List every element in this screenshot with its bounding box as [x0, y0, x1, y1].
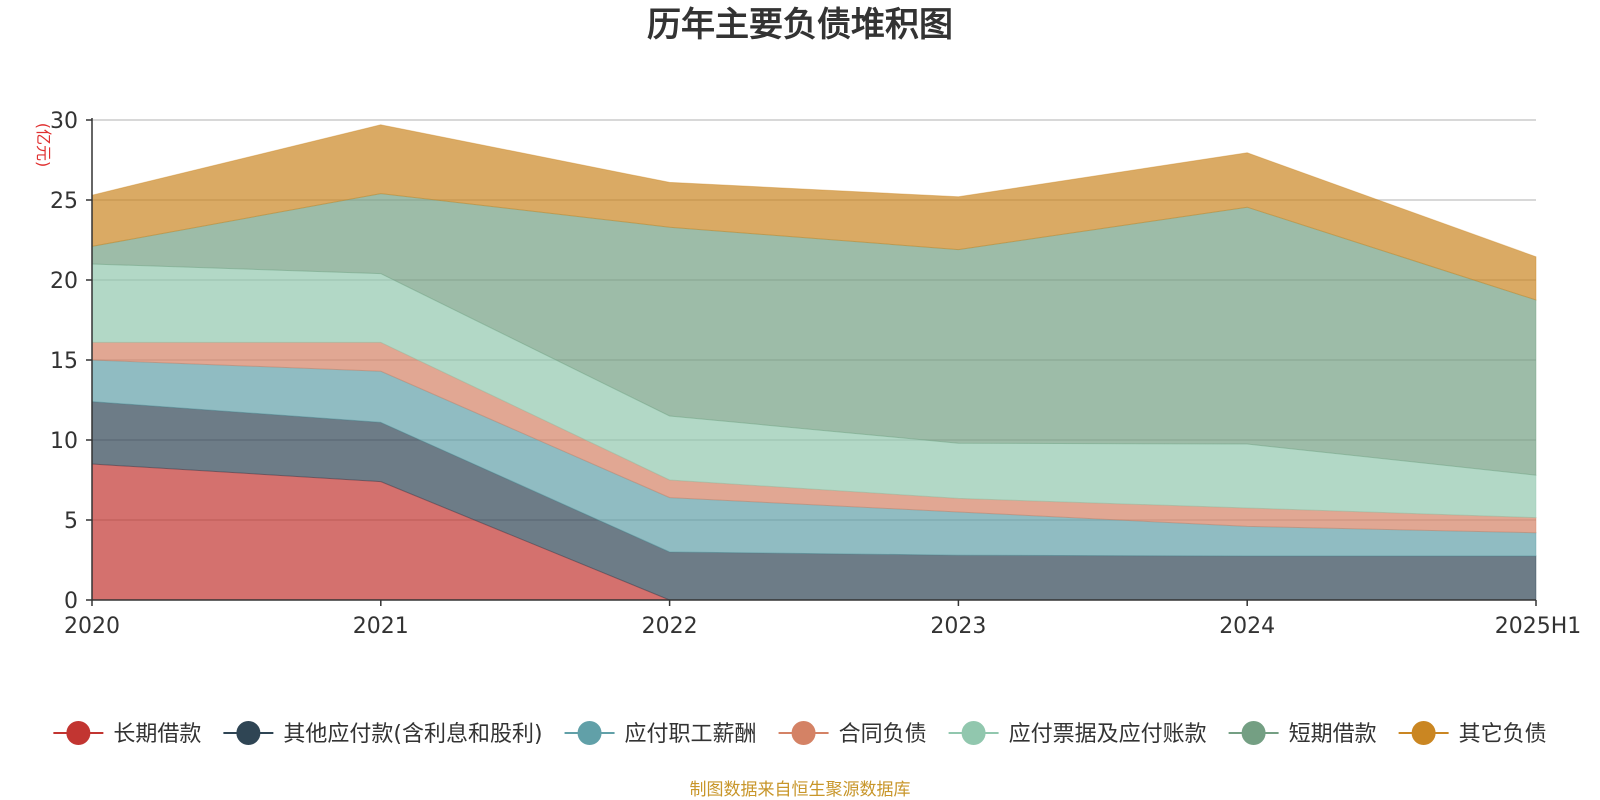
legend-marker-icon — [791, 721, 816, 745]
legend-label: 其他应付款(含利息和股利) — [283, 722, 542, 747]
legend-item-4[interactable]: 合同负债 — [778, 721, 927, 747]
legend-item-7[interactable]: 其它负债 — [1398, 721, 1547, 747]
legend-item-6[interactable]: 短期借款 — [1228, 721, 1377, 747]
legend-marker-icon — [961, 721, 986, 745]
legend-item-3[interactable]: 应付职工薪酬 — [564, 721, 757, 747]
legend-label: 应付票据及应付账款 — [1009, 722, 1207, 747]
legend[interactable]: 长期借款 其他应付款(含利息和股利) 应付职工薪酬 合同负债 应付票据及应付账款 短期借款… — [53, 721, 1547, 747]
legend-item-1[interactable]: 长期借款 — [53, 721, 201, 747]
x-tick-label: 2025H1 — [1495, 614, 1582, 639]
legend-item-2[interactable]: 其他应付款(含利息和股利) — [223, 721, 543, 747]
chart-title: 历年主要负债堆积图 — [647, 5, 953, 45]
legend-marker-icon — [1411, 721, 1436, 745]
legend-marker-icon — [66, 721, 91, 745]
legend-marker-icon — [577, 721, 602, 745]
area-series-7[interactable] — [91, 124, 1537, 301]
legend-item-5[interactable]: 应付票据及应付账款 — [948, 721, 1207, 747]
axes: 0 5 10 15 20 25 30 2020 2021 2022 2023 2024 2025H1 — [50, 109, 1581, 639]
y-tick-label: 0 — [64, 589, 78, 614]
x-tick-label: 2020 — [64, 614, 120, 639]
legend-label: 应付职工薪酬 — [625, 722, 757, 747]
y-tick-label: 30 — [50, 109, 78, 134]
y-tick-label: 15 — [50, 349, 78, 374]
legend-marker-icon — [236, 721, 261, 745]
legend-label: 其它负债 — [1459, 722, 1547, 747]
source-note: 制图数据来自恒生聚源数据库 — [690, 780, 911, 800]
legend-label: 短期借款 — [1289, 722, 1377, 747]
y-axis-unit-label: (亿元) — [34, 123, 53, 168]
x-tick-label: 2024 — [1219, 614, 1275, 639]
legend-label: 合同负债 — [839, 722, 927, 747]
x-tick-label: 2023 — [930, 614, 986, 639]
legend-marker-icon — [1241, 721, 1266, 745]
x-tick-label: 2022 — [642, 614, 698, 639]
y-tick-label: 5 — [64, 509, 78, 534]
y-tick-label: 10 — [50, 429, 78, 454]
area-series — [91, 124, 1537, 601]
y-tick-label: 20 — [50, 269, 78, 294]
legend-label: 长期借款 — [113, 722, 201, 747]
x-tick-label: 2021 — [353, 614, 409, 639]
y-tick-label: 25 — [50, 189, 78, 214]
